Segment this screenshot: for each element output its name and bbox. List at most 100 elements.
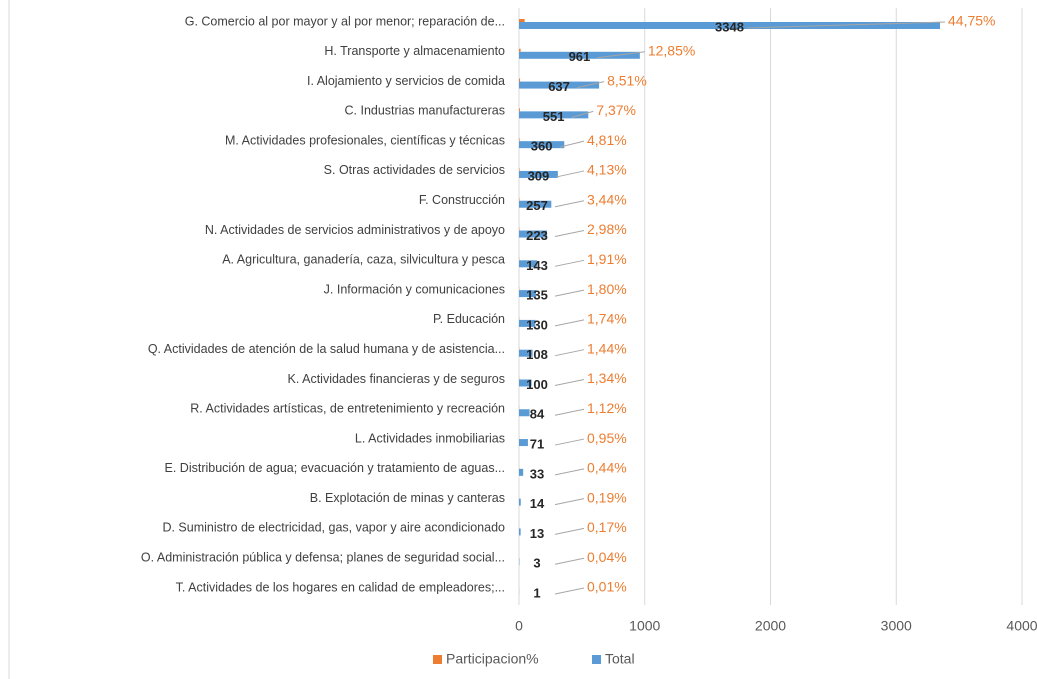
data-label: 7,37% bbox=[596, 102, 636, 118]
data-label: 14 bbox=[530, 496, 545, 511]
leader-line bbox=[554, 200, 585, 208]
bar bbox=[519, 439, 528, 447]
leader-line bbox=[554, 527, 585, 535]
x-tick-label: 1000 bbox=[629, 618, 660, 634]
leader-line bbox=[554, 587, 585, 595]
bar bbox=[519, 141, 565, 149]
data-label: 309 bbox=[528, 168, 550, 183]
data-label: 2,98% bbox=[587, 221, 627, 237]
category-label: F. Construcción bbox=[419, 193, 505, 207]
leader-line bbox=[747, 21, 946, 29]
data-label: 135 bbox=[526, 288, 548, 303]
category-label: C. Industrias manufactureras bbox=[345, 104, 506, 118]
bar bbox=[519, 468, 524, 476]
category-label: K. Actividades financieras y de seguros bbox=[288, 372, 505, 386]
bar bbox=[519, 138, 520, 142]
bar bbox=[519, 409, 530, 417]
data-label: 0,04% bbox=[587, 549, 627, 565]
bar bbox=[519, 319, 536, 327]
data-label: 0,01% bbox=[587, 579, 627, 595]
category-label: O. Administración pública y defensa; pla… bbox=[141, 551, 505, 565]
data-label: 84 bbox=[530, 407, 545, 422]
leader-line bbox=[571, 110, 594, 118]
data-label: 108 bbox=[526, 347, 548, 362]
category-label: B. Explotación de minas y canteras bbox=[310, 491, 505, 505]
data-label: 1,12% bbox=[587, 400, 627, 416]
data-label: 3 bbox=[533, 556, 540, 571]
bar bbox=[519, 290, 536, 298]
category-label: G. Comercio al por mayor y al por menor;… bbox=[185, 14, 505, 28]
data-label: 961 bbox=[569, 49, 591, 64]
data-label: 1 bbox=[533, 585, 540, 600]
data-label: 4,13% bbox=[587, 162, 627, 178]
bar bbox=[519, 230, 548, 238]
data-label: 8,51% bbox=[607, 72, 647, 88]
category-label: T. Actividades de los hogares en calidad… bbox=[176, 580, 505, 594]
x-tick-label: 2000 bbox=[755, 618, 786, 634]
leader-line bbox=[554, 378, 585, 386]
data-label: 0,17% bbox=[587, 519, 627, 535]
bar bbox=[519, 528, 521, 536]
category-label: R. Actividades artísticas, de entretenim… bbox=[190, 402, 505, 416]
category-label: E. Distribución de agua; evacuación y tr… bbox=[165, 461, 505, 475]
bar bbox=[519, 200, 552, 208]
data-label: 13 bbox=[530, 526, 544, 541]
category-label: M. Actividades profesionales, científica… bbox=[225, 133, 505, 147]
data-label: 100 bbox=[526, 377, 548, 392]
data-label: 0,95% bbox=[587, 430, 627, 446]
data-label: 637 bbox=[548, 79, 570, 94]
data-label: 223 bbox=[526, 228, 548, 243]
leader-line bbox=[554, 230, 585, 238]
x-tick-label: 0 bbox=[515, 618, 523, 634]
leader-line bbox=[554, 349, 585, 357]
x-tick-label: 4000 bbox=[1006, 618, 1037, 634]
data-label: 360 bbox=[531, 139, 553, 154]
data-label: 143 bbox=[526, 258, 548, 273]
data-label: 71 bbox=[530, 436, 544, 451]
bar bbox=[519, 170, 558, 178]
data-label: 0,19% bbox=[587, 489, 627, 505]
bar bbox=[519, 379, 532, 387]
data-label: 44,75% bbox=[948, 13, 995, 29]
bar bbox=[519, 22, 941, 29]
data-label: 1,74% bbox=[587, 311, 627, 327]
leader-line bbox=[554, 289, 585, 297]
legend-label: Participacion% bbox=[446, 651, 539, 667]
leader-line bbox=[597, 51, 645, 59]
category-label: D. Suministro de electricidad, gas, vapo… bbox=[162, 521, 505, 535]
leader-line bbox=[554, 259, 585, 267]
category-label: N. Actividades de servicios administrati… bbox=[205, 223, 505, 237]
data-label: 1,34% bbox=[587, 370, 627, 386]
category-label: J. Información y comunicaciones bbox=[324, 282, 505, 296]
category-label: S. Otras actividades de servicios bbox=[324, 163, 505, 177]
data-label: 0,44% bbox=[587, 460, 627, 476]
category-label: L. Actividades inmobiliarias bbox=[355, 431, 505, 445]
data-label: 1,91% bbox=[587, 251, 627, 267]
category-label: A. Agricultura, ganadería, caza, silvicu… bbox=[222, 253, 505, 267]
data-label: 257 bbox=[526, 198, 548, 213]
leader-line bbox=[559, 140, 585, 148]
data-label: 3,44% bbox=[587, 191, 627, 207]
data-label: 1,44% bbox=[587, 340, 627, 356]
category-label: H. Transporte y almacenamiento bbox=[324, 44, 505, 58]
leader-line bbox=[576, 81, 605, 89]
data-label: 130 bbox=[526, 317, 548, 332]
data-label: 1,80% bbox=[587, 281, 627, 297]
bar bbox=[519, 167, 520, 171]
bar bbox=[519, 51, 640, 59]
bar bbox=[519, 78, 521, 82]
leader-line bbox=[554, 438, 585, 446]
data-label: 3348 bbox=[715, 19, 744, 34]
category-label: Q. Actividades de atención de la salud h… bbox=[148, 342, 505, 356]
data-label: 4,81% bbox=[587, 132, 627, 148]
leader-line bbox=[554, 468, 585, 476]
data-label: 551 bbox=[543, 109, 565, 124]
leader-line bbox=[554, 319, 585, 327]
bar bbox=[519, 349, 533, 357]
data-label: 12,85% bbox=[648, 42, 695, 58]
bar bbox=[519, 81, 600, 89]
legend-swatch bbox=[592, 655, 601, 664]
bar bbox=[519, 498, 521, 506]
legend-swatch bbox=[433, 655, 442, 664]
